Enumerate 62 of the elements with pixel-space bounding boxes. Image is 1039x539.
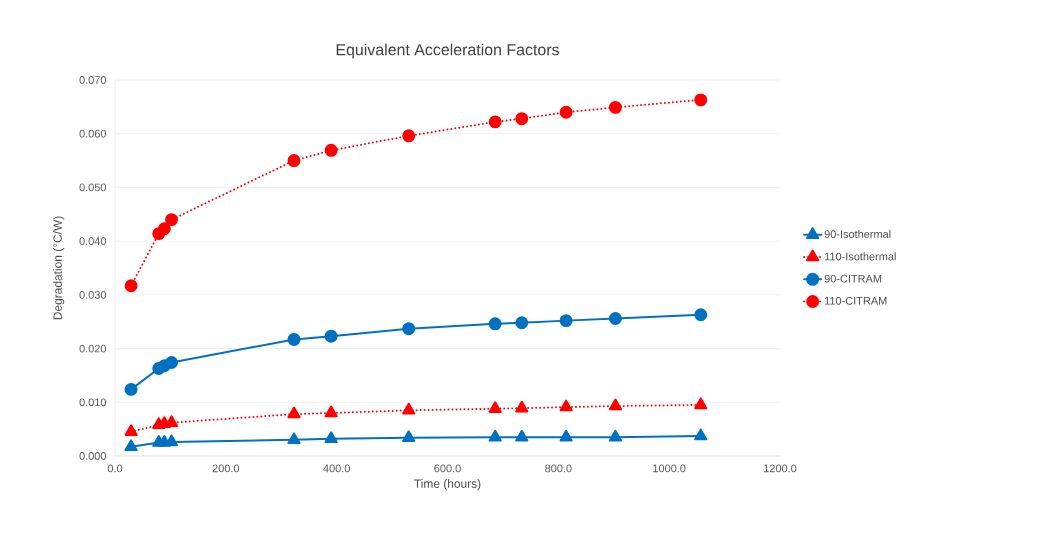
point [515,112,529,126]
point [287,432,301,445]
point [694,308,708,322]
x-tick-label: 600.0 [434,464,461,473]
chart-title: Equivalent Acceleration Factors [336,43,559,59]
point [488,401,502,413]
point [559,399,573,412]
x-tick-label: 800.0 [545,464,572,473]
point [402,129,416,143]
point [402,430,416,442]
y-axis-title: Degradation (°C/W) [53,216,65,320]
y-tick-label: 0.000 [79,452,107,460]
point [402,322,416,336]
point [515,400,529,413]
legend-label: 110-CITRAM [824,296,887,305]
x-tick-label: 1200.0 [764,464,797,473]
point [559,429,573,442]
point [287,154,301,168]
x-tick-label: 200.0 [212,464,240,473]
point [559,105,573,119]
point [124,424,138,437]
point [165,213,179,227]
point [608,398,623,411]
point [165,356,179,369]
legend-label: 90-Isothermal [824,229,891,238]
point [164,434,179,447]
point [608,100,622,114]
x-axis-title: Time (hours) [414,479,481,491]
point [287,332,301,346]
point [124,382,138,396]
legend-label: 90-CITRAM [824,274,882,283]
point [324,143,338,157]
point [515,316,529,330]
point [694,397,708,410]
point [324,405,338,418]
legend-label: 110-Isothermal [824,252,896,261]
y-tick-label: 0.070 [79,76,107,84]
point [287,406,301,419]
point [488,115,502,129]
x-tick-label: 0.0 [107,464,123,473]
point [608,429,623,442]
y-tick-label: 0.020 [79,344,107,353]
point [324,329,338,343]
point [694,93,708,107]
point [608,312,622,325]
y-tick-label: 0.030 [79,290,107,299]
x-tick-label: 400.0 [323,464,350,473]
point [488,317,502,331]
x-tick-label: 1000.0 [653,464,686,473]
point [402,402,416,415]
y-tick-label: 0.040 [79,237,107,246]
point [157,222,171,236]
point [559,314,573,328]
y-tick-label: 0.060 [79,129,107,138]
point [515,429,529,442]
y-tick-label: 0.010 [79,398,107,407]
point [694,428,708,441]
y-tick-label: 0.050 [79,183,107,192]
point [488,429,502,442]
point [124,279,138,293]
point [324,431,338,444]
point [124,439,138,452]
